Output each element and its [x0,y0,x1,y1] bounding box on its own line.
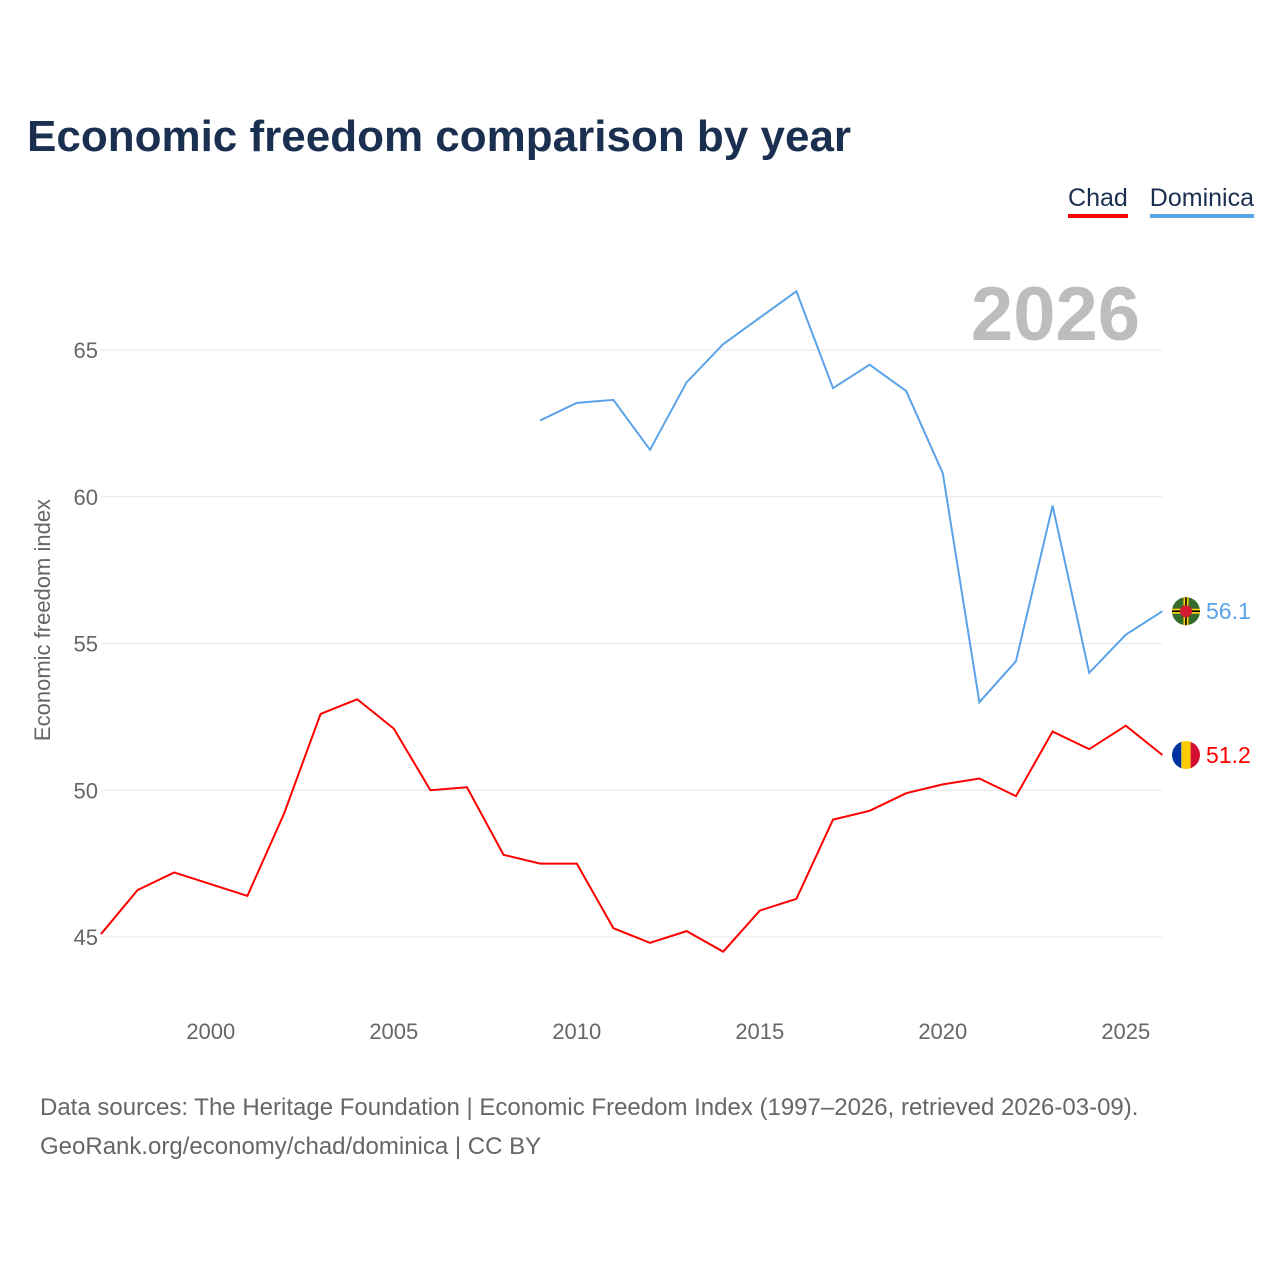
series-line-chad [100,698,1164,953]
x-tick-label: 2015 [735,1019,784,1044]
y-tick-label: 50 [74,778,98,803]
x-tick-label: 2025 [1101,1019,1150,1044]
y-tick-label: 60 [74,485,98,510]
flag-stripe [1190,741,1200,770]
chart-title: Economic freedom comparison by year [27,112,852,161]
end-value-label-chad: 51.2 [1206,742,1251,768]
flag-stripe [1172,741,1182,770]
x-tick-label: 2005 [369,1019,418,1044]
flag-disc [1180,605,1192,618]
source-link[interactable]: GeoRank.org/economy/chad/dominica | CC B… [40,1133,542,1160]
flag-stripe [1181,741,1191,770]
series-line-dominica [539,289,1163,705]
year-watermark: 2026 [971,272,1140,357]
footer: Data sources: The Heritage Foundation | … [40,1088,1138,1166]
y-tick-label: 45 [74,925,98,950]
source-text: Data sources: The Heritage Foundation | … [40,1094,1139,1121]
y-tick-label: 55 [74,632,98,657]
x-tick-label: 2010 [552,1019,601,1044]
legend-chad[interactable]: Chad [1068,184,1128,218]
y-axis-label: Economic freedom index [30,499,55,741]
x-tick-label: 2000 [186,1019,235,1044]
legend-dominica[interactable]: Dominica [1149,184,1254,218]
x-tick-label: 2020 [918,1019,967,1044]
y-tick-label: 65 [74,338,98,363]
legend: Chad Dominica [1068,184,1254,218]
end-value-label-dominica: 56.1 [1206,598,1251,624]
